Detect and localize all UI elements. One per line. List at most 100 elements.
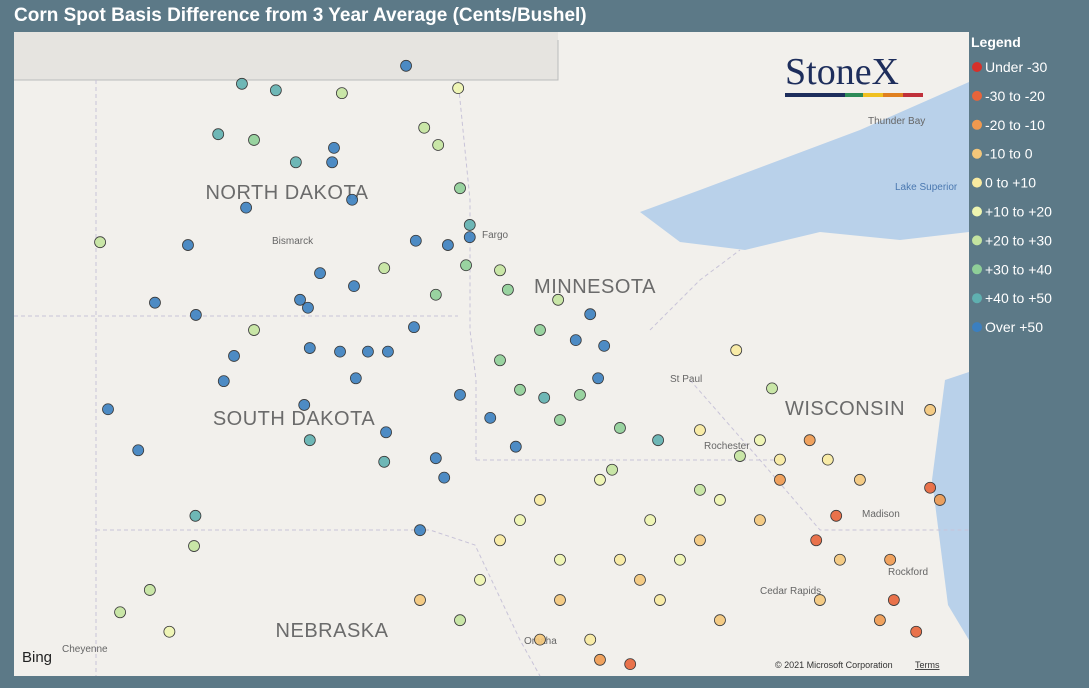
legend-label: +10 to +20 xyxy=(985,204,1052,220)
map-point xyxy=(694,534,706,547)
map-point xyxy=(554,414,566,426)
city-label: Madison xyxy=(862,509,900,520)
map-point xyxy=(584,308,597,321)
map-point xyxy=(143,584,156,596)
map-point xyxy=(228,350,240,362)
map-point xyxy=(248,134,260,146)
map-point xyxy=(598,339,611,352)
map-point xyxy=(534,633,546,646)
map-point xyxy=(674,553,686,566)
map-point xyxy=(94,236,106,249)
map-point xyxy=(326,156,339,169)
map-point xyxy=(217,375,230,388)
map-point xyxy=(349,372,362,385)
lake-superior xyxy=(640,82,969,250)
map-point xyxy=(887,594,900,606)
legend-swatch xyxy=(972,177,982,188)
legend-swatch xyxy=(972,322,982,333)
border xyxy=(14,40,559,81)
map-point xyxy=(501,283,514,296)
map-point xyxy=(754,514,766,527)
map-point xyxy=(463,231,476,244)
map-point xyxy=(554,553,566,566)
map-point xyxy=(303,342,316,354)
map-point xyxy=(554,594,566,606)
state-label: SOUTH DAKOTA xyxy=(213,408,375,430)
legend-swatch xyxy=(972,206,982,217)
legend-swatch xyxy=(972,264,982,275)
city-label: Bismarck xyxy=(272,236,314,247)
legend-swatch xyxy=(972,293,982,304)
map-point xyxy=(328,141,340,154)
map-point xyxy=(484,411,497,424)
city-label: Thunder Bay xyxy=(868,116,925,127)
map-point xyxy=(933,494,946,506)
map-point xyxy=(149,296,161,309)
map-point xyxy=(494,264,506,277)
legend: Legend Under -30 -30 to -20 -20 to -10 -10 … xyxy=(971,34,1052,335)
map-point xyxy=(652,434,664,447)
map-point xyxy=(314,267,326,280)
map-point xyxy=(382,345,394,358)
map-point xyxy=(380,426,392,439)
map-point xyxy=(188,540,200,552)
map-point xyxy=(494,354,506,367)
map-point xyxy=(432,139,445,151)
city-label: Fargo xyxy=(482,230,509,241)
map-point xyxy=(236,77,248,90)
map-point xyxy=(654,594,666,606)
map[interactable]: NORTH DAKOTA SOUTH DAKOTA NEBRASKA MINNE… xyxy=(14,32,969,677)
bing-logo: Bing xyxy=(22,649,52,666)
map-point xyxy=(774,453,786,466)
state-label: NEBRASKA xyxy=(276,620,389,642)
map-point xyxy=(378,262,391,275)
copyright: © 2021 Microsoft Corporation xyxy=(775,660,893,670)
map-point xyxy=(418,121,431,134)
state-borders xyxy=(14,79,969,677)
map-point xyxy=(534,494,546,506)
map-point xyxy=(303,434,316,447)
map-point xyxy=(730,344,743,357)
legend-swatch xyxy=(972,119,982,130)
state-label: MINNESOTA xyxy=(534,276,656,298)
map-point xyxy=(606,463,618,476)
city-label: Rochester xyxy=(704,441,750,452)
map-point xyxy=(454,614,466,627)
map-point xyxy=(414,524,426,537)
map-point xyxy=(463,219,476,231)
map-point xyxy=(460,259,472,272)
map-point xyxy=(552,293,565,306)
legend-label: 0 to +10 xyxy=(985,175,1036,191)
legend-label: +40 to +50 xyxy=(985,290,1052,306)
legend-label: +30 to +40 xyxy=(985,261,1052,277)
map-point xyxy=(429,288,442,301)
map-point xyxy=(438,471,451,484)
map-point xyxy=(114,606,126,619)
map-point xyxy=(346,193,359,206)
map-background xyxy=(14,32,969,676)
map-point xyxy=(803,434,816,447)
legend-label: Over +50 xyxy=(985,319,1043,335)
city-label: Cheyenne xyxy=(62,644,108,655)
map-point xyxy=(269,84,282,97)
terms-link[interactable]: Terms xyxy=(915,660,940,670)
legend-label: -30 to -20 xyxy=(985,88,1045,104)
map-point xyxy=(834,553,846,566)
map-point xyxy=(189,509,202,522)
map-point xyxy=(362,345,374,358)
map-point xyxy=(714,614,726,627)
map-point xyxy=(294,293,306,306)
map-point xyxy=(102,403,114,416)
map-point xyxy=(924,404,937,416)
legend-swatch xyxy=(972,62,982,72)
city-label: Cedar Rapids xyxy=(760,586,821,597)
logo: StoneX xyxy=(785,51,899,93)
map-point xyxy=(494,534,506,547)
legend-label: +20 to +30 xyxy=(985,232,1052,248)
map-point xyxy=(248,324,260,336)
map-point xyxy=(454,182,466,195)
lake-michigan xyxy=(932,372,969,640)
map-point xyxy=(830,509,843,522)
map-point xyxy=(442,239,454,251)
map-point xyxy=(574,388,586,401)
